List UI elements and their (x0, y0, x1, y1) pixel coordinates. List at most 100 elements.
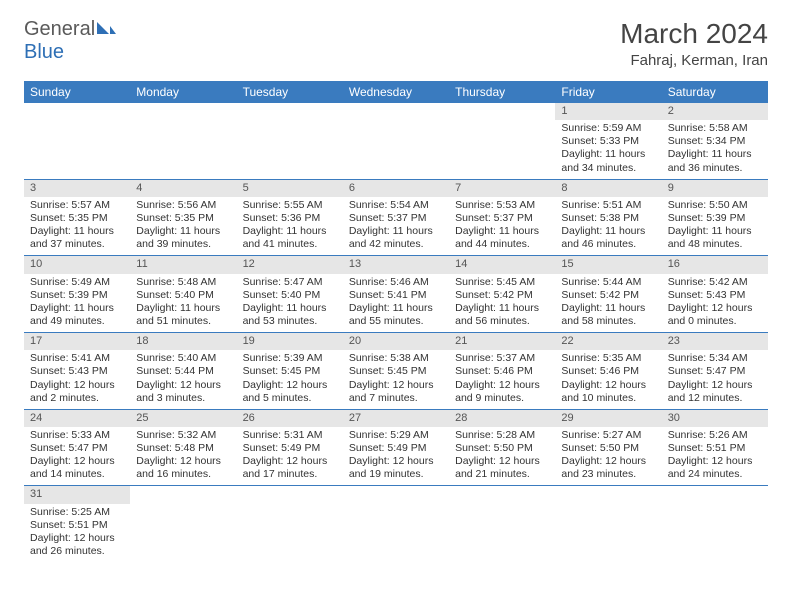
day-detail-line: Daylight: 12 hours (561, 379, 655, 392)
day-detail-line: Daylight: 11 hours (455, 225, 549, 238)
day-detail-line: Daylight: 12 hours (243, 379, 337, 392)
day-details: Sunrise: 5:29 AMSunset: 5:49 PMDaylight:… (343, 427, 449, 486)
day-detail-line: and 34 minutes. (561, 162, 655, 175)
day-detail-line: and 2 minutes. (30, 392, 124, 405)
day-detail-line: Sunset: 5:37 PM (349, 212, 443, 225)
day-detail-line: and 16 minutes. (136, 468, 230, 481)
day-number: 29 (555, 410, 661, 427)
day-details: Sunrise: 5:38 AMSunset: 5:45 PMDaylight:… (343, 350, 449, 409)
day-detail-line: and 46 minutes. (561, 238, 655, 251)
day-detail-line: Daylight: 12 hours (30, 455, 124, 468)
day-detail-line: Sunrise: 5:29 AM (349, 429, 443, 442)
calendar-cell (343, 486, 449, 562)
day-detail-line: Daylight: 12 hours (30, 532, 124, 545)
day-detail-line: Sunset: 5:45 PM (349, 365, 443, 378)
calendar-cell (555, 486, 661, 562)
day-number: 11 (130, 256, 236, 273)
day-detail-line: Daylight: 12 hours (668, 455, 762, 468)
calendar-table: Sunday Monday Tuesday Wednesday Thursday… (24, 81, 768, 562)
calendar-cell: 25Sunrise: 5:32 AMSunset: 5:48 PMDayligh… (130, 409, 236, 486)
day-details: Sunrise: 5:25 AMSunset: 5:51 PMDaylight:… (24, 504, 130, 563)
day-detail-line: Daylight: 12 hours (349, 379, 443, 392)
day-number: 24 (24, 410, 130, 427)
day-details: Sunrise: 5:28 AMSunset: 5:50 PMDaylight:… (449, 427, 555, 486)
day-detail-line: and 36 minutes. (668, 162, 762, 175)
day-detail-line: Sunset: 5:48 PM (136, 442, 230, 455)
calendar-cell (662, 486, 768, 562)
day-details: Sunrise: 5:39 AMSunset: 5:45 PMDaylight:… (237, 350, 343, 409)
day-detail-line: and 0 minutes. (668, 315, 762, 328)
calendar-cell (237, 486, 343, 562)
day-detail-line: Sunrise: 5:31 AM (243, 429, 337, 442)
day-detail-line: Sunset: 5:40 PM (136, 289, 230, 302)
calendar-cell: 28Sunrise: 5:28 AMSunset: 5:50 PMDayligh… (449, 409, 555, 486)
day-detail-line: Sunset: 5:35 PM (30, 212, 124, 225)
calendar-week-row: 31Sunrise: 5:25 AMSunset: 5:51 PMDayligh… (24, 486, 768, 562)
calendar-cell: 11 Sunrise: 5:48 AMSunset: 5:40 PMDayligh… (130, 256, 236, 333)
day-detail-line: Sunrise: 5:40 AM (136, 352, 230, 365)
day-number: 14 (449, 256, 555, 273)
day-detail-line: Sunrise: 5:27 AM (561, 429, 655, 442)
day-detail-line: Sunrise: 5:48 AM (136, 276, 230, 289)
day-details: Sunrise: 5:59 AMSunset: 5:33 PMDaylight:… (555, 120, 661, 179)
day-detail-line: and 24 minutes. (668, 468, 762, 481)
day-detail-line: Sunrise: 5:33 AM (30, 429, 124, 442)
day-detail-line: and 10 minutes. (561, 392, 655, 405)
calendar-cell: 26Sunrise: 5:31 AMSunset: 5:49 PMDayligh… (237, 409, 343, 486)
day-details: Sunrise: 5:35 AMSunset: 5:46 PMDaylight:… (555, 350, 661, 409)
day-detail-line: and 7 minutes. (349, 392, 443, 405)
calendar-week-row: 17Sunrise: 5:41 AMSunset: 5:43 PMDayligh… (24, 333, 768, 410)
day-detail-line: and 37 minutes. (30, 238, 124, 251)
day-detail-line: Sunset: 5:42 PM (455, 289, 549, 302)
day-detail-line: Daylight: 12 hours (136, 379, 230, 392)
day-detail-line: and 41 minutes. (243, 238, 337, 251)
day-number: 30 (662, 410, 768, 427)
day-details: Sunrise: 5:27 AMSunset: 5:50 PMDaylight:… (555, 427, 661, 486)
calendar-cell (130, 486, 236, 562)
calendar-cell: 21Sunrise: 5:37 AMSunset: 5:46 PMDayligh… (449, 333, 555, 410)
day-detail-line: Daylight: 11 hours (136, 302, 230, 315)
day-detail-line: Sunset: 5:38 PM (561, 212, 655, 225)
day-number: 7 (449, 180, 555, 197)
day-detail-line: Daylight: 12 hours (455, 455, 549, 468)
calendar-cell: 5Sunrise: 5:55 AMSunset: 5:36 PMDaylight… (237, 179, 343, 256)
weekday-header: Monday (130, 81, 236, 103)
day-detail-line: Sunset: 5:51 PM (668, 442, 762, 455)
day-details: Sunrise: 5:46 AMSunset: 5:41 PMDaylight:… (343, 274, 449, 333)
day-detail-line: and 26 minutes. (30, 545, 124, 558)
calendar-week-row: 24Sunrise: 5:33 AMSunset: 5:47 PMDayligh… (24, 409, 768, 486)
day-details: Sunrise: 5:40 AMSunset: 5:44 PMDaylight:… (130, 350, 236, 409)
day-number: 6 (343, 180, 449, 197)
brand-text: GeneralBlue (24, 18, 117, 64)
day-detail-line: Sunset: 5:49 PM (243, 442, 337, 455)
day-detail-line: Sunset: 5:35 PM (136, 212, 230, 225)
day-number: 12 (237, 256, 343, 273)
calendar-cell: 13Sunrise: 5:46 AMSunset: 5:41 PMDayligh… (343, 256, 449, 333)
calendar-cell: 20Sunrise: 5:38 AMSunset: 5:45 PMDayligh… (343, 333, 449, 410)
calendar-cell (237, 103, 343, 179)
day-detail-line: Sunrise: 5:49 AM (30, 276, 124, 289)
calendar-cell: 18Sunrise: 5:40 AMSunset: 5:44 PMDayligh… (130, 333, 236, 410)
day-detail-line: and 53 minutes. (243, 315, 337, 328)
day-detail-line: Sunrise: 5:37 AM (455, 352, 549, 365)
day-detail-line: Sunset: 5:41 PM (349, 289, 443, 302)
day-detail-line: Sunset: 5:37 PM (455, 212, 549, 225)
day-detail-line: Daylight: 11 hours (561, 225, 655, 238)
calendar-cell: 30Sunrise: 5:26 AMSunset: 5:51 PMDayligh… (662, 409, 768, 486)
page-header: GeneralBlue March 2024 Fahraj, Kerman, I… (24, 18, 768, 69)
brand-logo: GeneralBlue (24, 18, 117, 64)
day-detail-line: Daylight: 11 hours (136, 225, 230, 238)
day-number: 17 (24, 333, 130, 350)
weekday-header: Sunday (24, 81, 130, 103)
day-detail-line: and 23 minutes. (561, 468, 655, 481)
day-details: Sunrise: 5:49 AMSunset: 5:39 PMDaylight:… (24, 274, 130, 333)
day-detail-line: Sunrise: 5:54 AM (349, 199, 443, 212)
day-detail-line: Daylight: 12 hours (668, 379, 762, 392)
day-detail-line: Sunset: 5:43 PM (668, 289, 762, 302)
day-details: Sunrise: 5:42 AMSunset: 5:43 PMDaylight:… (662, 274, 768, 333)
day-details: Sunrise: 5:44 AMSunset: 5:42 PMDaylight:… (555, 274, 661, 333)
day-detail-line: and 56 minutes. (455, 315, 549, 328)
calendar-cell: 7Sunrise: 5:53 AMSunset: 5:37 PMDaylight… (449, 179, 555, 256)
brand-general: General (24, 18, 95, 40)
day-details: Sunrise: 5:37 AMSunset: 5:46 PMDaylight:… (449, 350, 555, 409)
